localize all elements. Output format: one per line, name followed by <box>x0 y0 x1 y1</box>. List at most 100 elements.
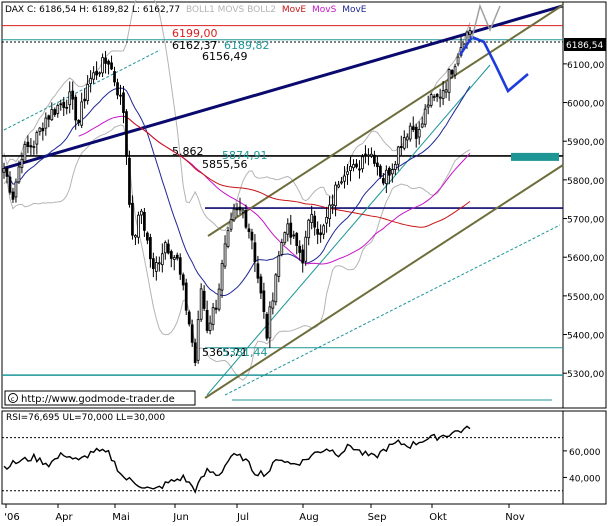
candle <box>238 197 242 215</box>
candle <box>456 53 460 67</box>
candle-body <box>232 208 236 221</box>
candle-body <box>160 253 164 266</box>
candle <box>101 53 104 77</box>
candle-body <box>423 108 427 125</box>
candle-body <box>414 126 418 139</box>
candle-body <box>417 129 421 138</box>
candle <box>154 256 158 281</box>
candle <box>253 234 257 272</box>
candle-body <box>301 249 305 264</box>
candle <box>178 253 182 280</box>
candle <box>140 208 143 225</box>
svg-text:DAX C: 6186,54 H: 6189,82 L: 6: DAX C: 6186,54 H: 6189,82 L: 6162,77 BOL… <box>5 5 367 15</box>
rsi-series: 40,000 60,000 <box>2 425 601 494</box>
candle-body <box>379 165 382 177</box>
candle <box>199 283 203 323</box>
candle-body <box>426 104 430 108</box>
candle <box>23 141 27 163</box>
candle-body <box>358 168 361 171</box>
candle <box>256 255 260 284</box>
candle-body <box>5 168 9 177</box>
candle-body <box>402 137 406 149</box>
candle <box>226 226 230 249</box>
candle <box>128 150 131 208</box>
candle-body <box>95 70 98 76</box>
candle <box>450 69 454 79</box>
candle <box>364 145 367 164</box>
candle-body <box>83 98 87 102</box>
candle <box>41 122 45 141</box>
candle <box>292 230 296 240</box>
channel-lower <box>204 164 564 399</box>
candle-body <box>370 153 373 157</box>
candle <box>110 55 113 71</box>
candle-body <box>178 257 182 275</box>
candle-body <box>328 204 331 220</box>
price-axis-area <box>562 1 607 409</box>
annotation-r1b: 6189,82 <box>224 39 270 52</box>
candle <box>387 166 391 185</box>
x-tick-label: Aug <box>299 512 319 523</box>
candle <box>337 180 340 189</box>
candle-body <box>53 109 57 115</box>
candle-body <box>250 231 254 241</box>
candle <box>325 206 328 233</box>
candle-body <box>187 311 191 325</box>
candle <box>184 278 188 315</box>
candle <box>196 310 200 364</box>
candle <box>169 249 173 268</box>
credit-text: http://www.godmode-trader.de <box>21 394 175 405</box>
candle-body <box>280 242 284 255</box>
candle-body <box>175 254 179 259</box>
candle-body <box>202 290 206 309</box>
candle-body <box>68 91 72 106</box>
candle-body <box>92 72 95 80</box>
candle-body <box>101 57 104 74</box>
moving-average-long <box>123 115 471 228</box>
candles <box>2 27 472 367</box>
candle-body <box>20 158 24 168</box>
candle-body <box>367 154 370 157</box>
rsi-tick-label: 40,000 <box>569 474 601 484</box>
candle-body <box>241 209 245 213</box>
candle-body <box>11 191 15 200</box>
candle <box>116 78 119 100</box>
price-tick-label: 5800,00 <box>567 177 604 187</box>
candle <box>119 84 122 105</box>
candle <box>187 309 191 327</box>
price-axis-ticks: 5300,00 5400,00 5500,00 5600,00 5700,00 5800,… <box>563 61 604 380</box>
candle-body <box>211 307 215 325</box>
candle <box>205 300 209 334</box>
price-tick-label: 5900,00 <box>567 138 604 148</box>
candle <box>92 66 95 84</box>
candle <box>319 224 323 243</box>
candle <box>399 135 403 156</box>
candle <box>423 104 427 128</box>
candle-body <box>47 115 51 120</box>
candle-body <box>137 214 140 238</box>
candle-body <box>316 228 320 235</box>
x-tick-label: Apr <box>55 512 73 523</box>
candle <box>396 145 400 171</box>
candle-body <box>217 288 221 310</box>
candle <box>86 75 90 105</box>
candle <box>370 147 373 158</box>
candle-body <box>29 145 33 148</box>
candle-body <box>2 168 6 173</box>
candle <box>8 171 12 195</box>
candle-body <box>199 288 203 320</box>
candle-body <box>223 243 227 267</box>
candle-body <box>444 89 448 93</box>
channel-upper <box>207 4 564 237</box>
candle <box>468 27 472 39</box>
candle-body <box>14 181 18 198</box>
candle <box>125 109 128 165</box>
forecast-alt <box>471 3 501 39</box>
candle <box>298 240 302 261</box>
annotation-low2: 5381,44 <box>222 346 268 359</box>
candle <box>71 81 75 110</box>
candle <box>220 259 224 298</box>
candle <box>107 59 110 75</box>
x-tick-label: Okt <box>429 512 447 523</box>
candle <box>414 123 418 148</box>
